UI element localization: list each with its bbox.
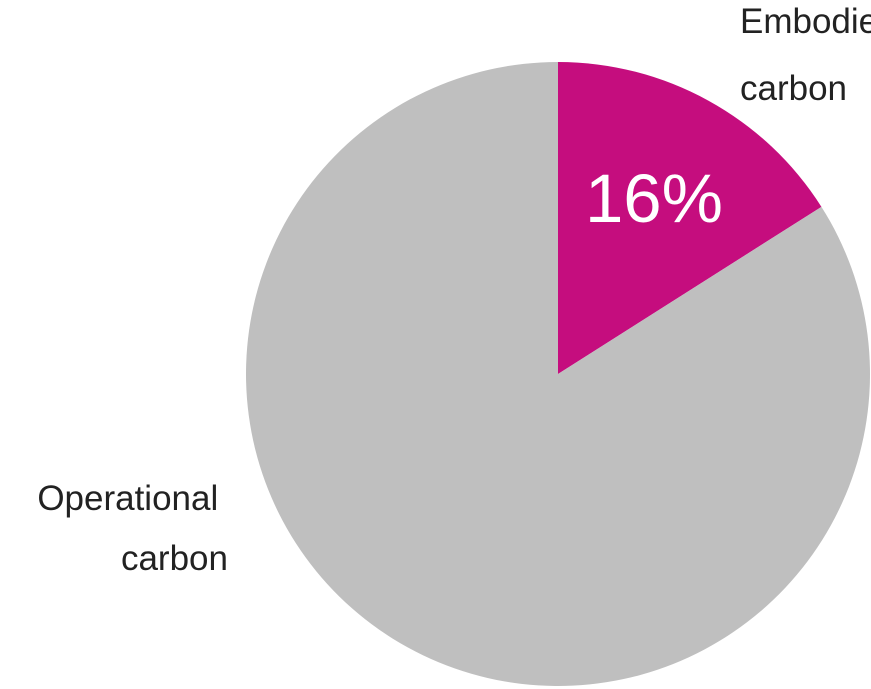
operational-carbon-label-line-2: carbon	[121, 539, 228, 578]
embodied-carbon-label-line-2: carbon	[740, 69, 847, 108]
operational-carbon-label: Operational carbon	[37, 479, 228, 578]
operational-carbon-label-line-1: Operational	[37, 479, 218, 518]
embodied-carbon-slice	[558, 62, 822, 374]
operational-carbon-slice	[246, 62, 871, 686]
pie-slices	[246, 62, 871, 686]
embodied-carbon-label-line-1: Embodied	[740, 2, 871, 41]
embodied-carbon-label: Embodied carbon	[740, 2, 871, 108]
embodied-carbon-percent-label: 16%	[585, 160, 723, 237]
